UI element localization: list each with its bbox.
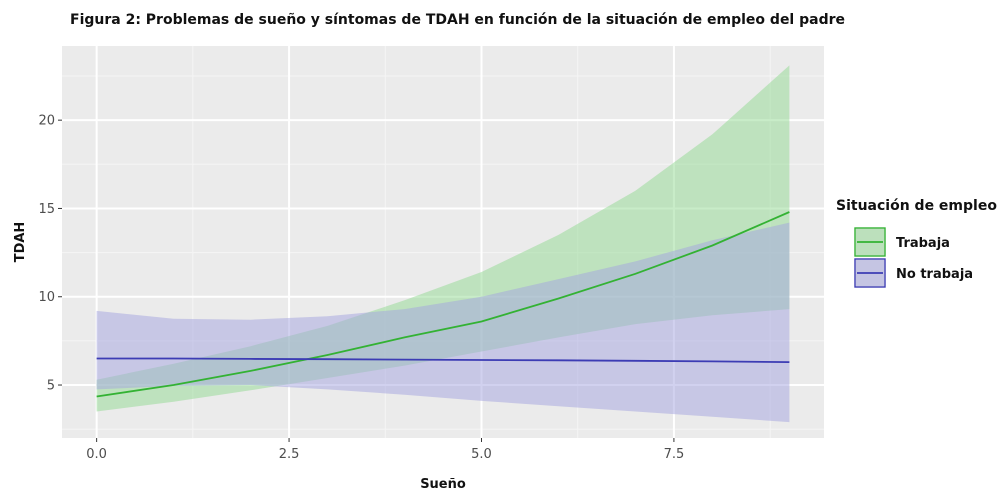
series-line-trabaja <box>96 211 790 398</box>
x-tick-label: 5.0 <box>471 447 492 462</box>
y-tick-label: 20 <box>38 114 55 129</box>
legend-label-trabaja: Trabaja <box>896 236 950 251</box>
legend: Situación de empleo Trabaja No trabaja <box>836 198 997 288</box>
confidence-bands <box>96 65 790 423</box>
series-lines <box>96 211 790 398</box>
chart-title: Figura 2: Problemas de sueño y síntomas … <box>70 12 845 28</box>
x-tick-label: 7.5 <box>664 447 685 462</box>
series-line-no-trabaja <box>96 357 790 363</box>
confidence-band-no-trabaja <box>96 222 790 423</box>
legend-label-no-trabaja: No trabaja <box>896 267 973 282</box>
y-axis-title: TDAH <box>13 222 28 263</box>
y-axis: 5 10 15 20 <box>38 114 62 394</box>
legend-title: Situación de empleo <box>836 198 997 214</box>
x-tick-label: 2.5 <box>279 447 300 462</box>
x-axis-title: Sueño <box>420 477 466 492</box>
x-tick-label: 0.0 <box>86 447 107 462</box>
y-tick-label: 10 <box>38 290 55 305</box>
legend-items: Trabaja No trabaja <box>854 227 973 288</box>
x-axis: 0.0 2.5 5.0 7.5 <box>86 438 684 462</box>
y-tick-label: 15 <box>38 202 55 217</box>
y-tick-label: 5 <box>47 379 55 394</box>
